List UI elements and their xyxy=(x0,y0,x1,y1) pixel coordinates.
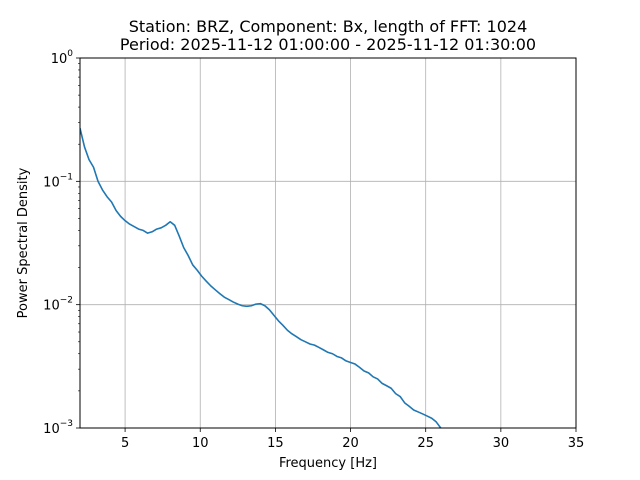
y-tick-label: 10−1 xyxy=(43,172,73,190)
y-axis-label: Power Spectral Density xyxy=(16,167,31,318)
chart-title-line-2: Period: 2025-11-12 01:00:00 - 2025-11-12… xyxy=(120,35,536,54)
y-tick-label: 10−2 xyxy=(43,296,73,314)
y-tick-exponent: −2 xyxy=(60,296,73,306)
x-tick-label: 10 xyxy=(192,436,209,451)
x-tick-label: 25 xyxy=(417,436,434,451)
x-tick-label: 35 xyxy=(568,436,585,451)
x-axis-label: Frequency [Hz] xyxy=(279,456,377,471)
y-tick-base: 10 xyxy=(43,299,60,314)
y-tick-base: 10 xyxy=(51,52,68,67)
series-layer xyxy=(80,127,442,428)
x-tick-label: 15 xyxy=(267,436,284,451)
y-tick-label: 10−3 xyxy=(43,419,73,437)
y-tick-exponent: 0 xyxy=(67,49,73,59)
y-tick-exponent: −1 xyxy=(60,172,73,182)
plot-frame xyxy=(79,57,577,429)
chart-title-line-1: Station: BRZ, Component: Bx, length of F… xyxy=(129,17,528,36)
y-tick-exponent: −3 xyxy=(60,419,73,429)
x-tick-label: 30 xyxy=(493,436,510,451)
x-tick-label: 20 xyxy=(342,436,359,451)
x-axis-ticks: 5 10 15 20 25 30 35 xyxy=(121,428,584,451)
y-tick-base: 10 xyxy=(43,422,60,437)
y-tick-base: 10 xyxy=(43,175,60,190)
psd-series-line xyxy=(80,127,442,428)
x-tick-label: 5 xyxy=(121,436,129,451)
y-tick-label: 100 xyxy=(51,49,74,67)
